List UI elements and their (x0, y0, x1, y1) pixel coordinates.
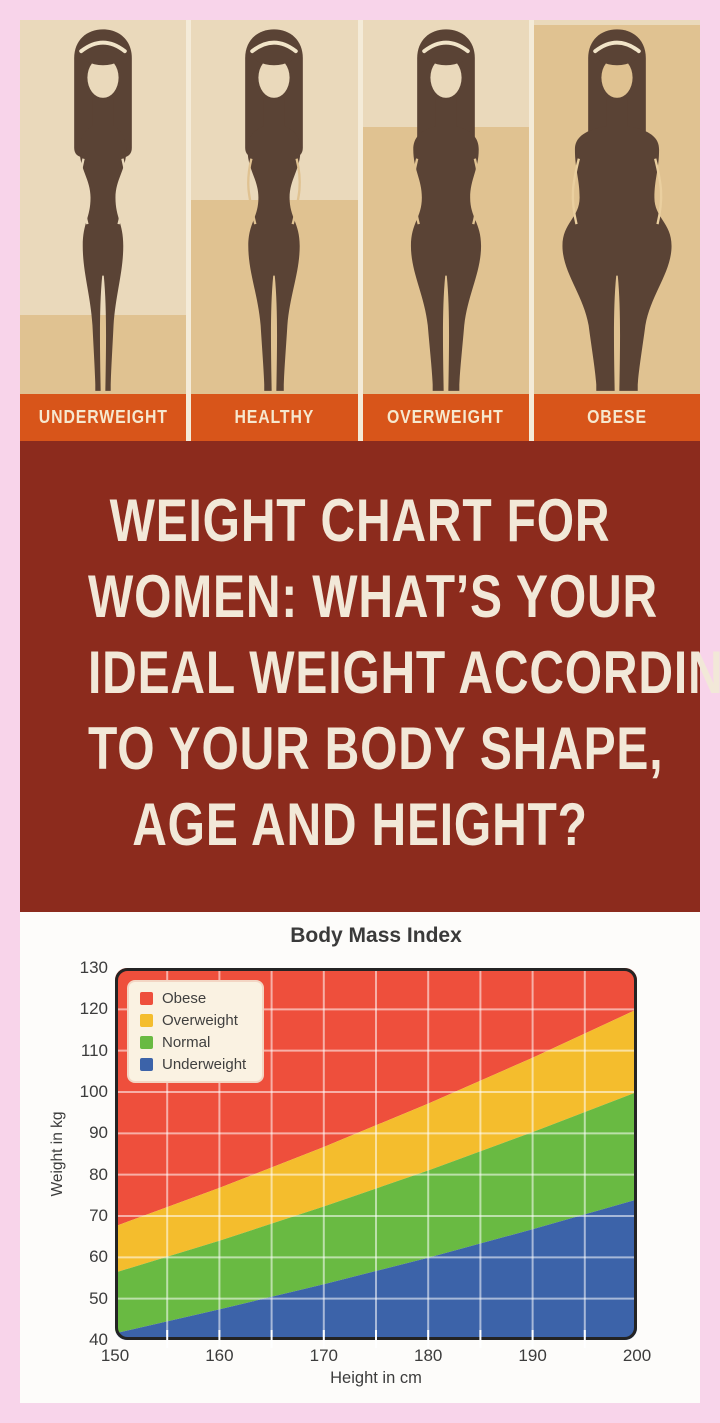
woman-silhouette-svg (562, 29, 672, 391)
legend-label: Overweight (162, 1012, 238, 1029)
category-label: HEALTHY (234, 407, 315, 427)
step-bar (20, 315, 187, 394)
y-tick-label: 90 (89, 1123, 108, 1143)
category-label-bar: OVERWEIGHT (362, 394, 529, 441)
headline-line: WEIGHT CHART FOR (109, 487, 611, 554)
legend-item-underweight: Underweight (140, 1056, 246, 1073)
y-tick-label: 60 (89, 1247, 108, 1267)
legend-swatch (140, 1036, 153, 1049)
legend-label: Underweight (162, 1056, 247, 1073)
woman-silhouette-svg (74, 29, 132, 391)
y-tick-label: 130 (79, 958, 108, 977)
woman-silhouette-obese (539, 20, 695, 394)
headline-line: AGE AND HEIGHT? (132, 791, 588, 858)
woman-silhouette-healthy (196, 20, 352, 394)
bmi-plot-svg (115, 968, 637, 1348)
headline-line: TO YOUR BODY SHAPE, (88, 715, 664, 782)
bmi-chart-panel: Body Mass Index Obese Overweight Normal Und… (20, 912, 700, 1403)
woman-silhouette-overweight (368, 20, 524, 394)
headline-block: WEIGHT CHART FOR WOMEN: WHAT’S YOUR IDEA… (20, 441, 720, 912)
headline-line: IDEAL WEIGHT ACCORDING (88, 639, 720, 706)
y-axis-title: Weight in kg (49, 1111, 66, 1197)
legend-swatch (140, 1014, 153, 1027)
x-tick-label: 190 (518, 1346, 547, 1365)
legend-item-overweight: Overweight (140, 1012, 246, 1029)
legend-item-normal: Normal (140, 1034, 246, 1051)
bmi-plot: Obese Overweight Normal Underweight (115, 968, 637, 1348)
woman-silhouette-svg (410, 29, 481, 391)
headline-line: WOMEN: WHAT’S YOUR (88, 563, 658, 630)
x-tick-label: 170 (309, 1346, 338, 1365)
figure-area (362, 20, 529, 394)
legend-label: Obese (162, 990, 207, 1007)
category-label: OVERWEIGHT (387, 407, 505, 427)
legend-label: Normal (162, 1034, 211, 1051)
category-label-bar: UNDERWEIGHT (20, 394, 187, 441)
y-tick-label: 120 (79, 999, 108, 1019)
figure-column-obese: OBESE (533, 20, 700, 441)
y-tick-label: 100 (79, 1082, 108, 1101)
x-tick-label: 180 (414, 1346, 443, 1365)
category-label-bar: HEALTHY (191, 394, 358, 441)
category-label: UNDERWEIGHT (38, 407, 168, 427)
woman-silhouette-underweight (25, 20, 181, 394)
y-tick-label: 70 (89, 1206, 108, 1225)
y-tick-label: 110 (80, 1040, 108, 1060)
body-types-panel: UNDERWEIGHT HEALTHY OVERWEIGHT (20, 20, 700, 441)
figure-area (533, 20, 700, 394)
category-label-bar: OBESE (533, 394, 700, 441)
figure-area (191, 20, 358, 394)
y-tick-label: 40 (89, 1330, 108, 1349)
chart-legend: Obese Overweight Normal Underweight (127, 980, 265, 1083)
woman-silhouette-svg (245, 29, 304, 391)
chart-title: Body Mass Index (290, 924, 462, 947)
category-label: OBESE (586, 407, 647, 427)
figure-column-overweight: OVERWEIGHT (362, 20, 529, 441)
legend-swatch (140, 1058, 153, 1071)
x-tick-label: 200 (622, 1346, 652, 1365)
x-axis-title: Height in cm (330, 1369, 422, 1387)
infographic-frame: UNDERWEIGHT HEALTHY OVERWEIGHT (20, 20, 720, 1403)
figure-area (20, 20, 187, 394)
figure-column-healthy: HEALTHY (191, 20, 358, 441)
y-tick-label: 50 (89, 1288, 108, 1308)
x-tick-label: 160 (205, 1346, 234, 1365)
legend-item-obese: Obese (140, 990, 246, 1007)
x-tick-label: 150 (100, 1346, 130, 1365)
y-tick-label: 80 (89, 1164, 108, 1184)
legend-swatch (140, 992, 153, 1005)
figure-column-underweight: UNDERWEIGHT (20, 20, 187, 441)
